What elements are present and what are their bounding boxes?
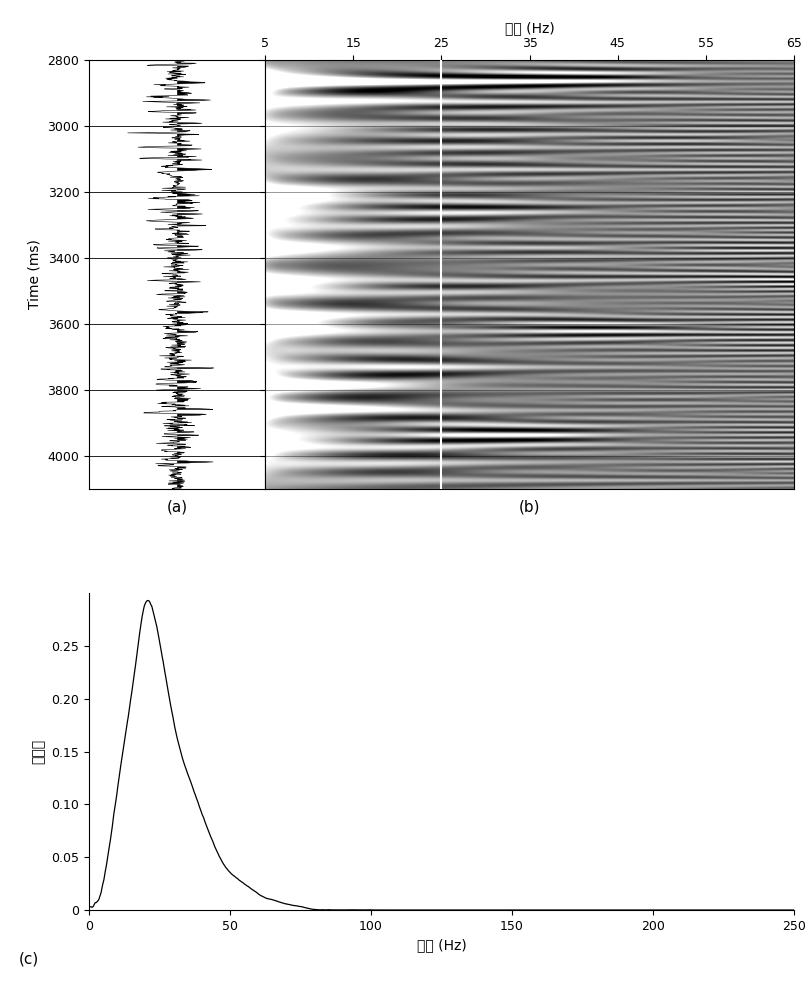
Y-axis label: 振幅谱: 振幅谱 <box>32 739 46 764</box>
Y-axis label: Time (ms): Time (ms) <box>28 239 42 309</box>
X-axis label: 频率 (Hz): 频率 (Hz) <box>505 21 554 35</box>
Text: (a): (a) <box>167 499 188 514</box>
Text: (b): (b) <box>518 499 540 514</box>
Text: (c): (c) <box>19 951 39 966</box>
X-axis label: 频率 (Hz): 频率 (Hz) <box>416 938 467 952</box>
